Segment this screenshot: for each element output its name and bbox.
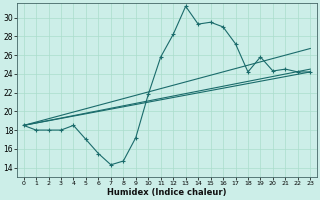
X-axis label: Humidex (Indice chaleur): Humidex (Indice chaleur) (107, 188, 227, 197)
